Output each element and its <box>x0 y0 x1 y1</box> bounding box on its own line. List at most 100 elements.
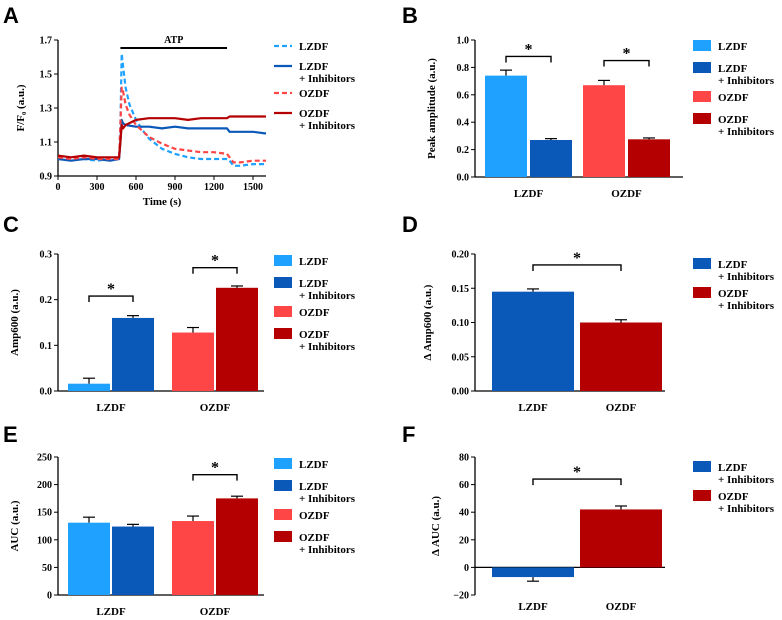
panel-label-b: B <box>402 3 418 28</box>
bar-lzdf-lzdf-inh <box>112 526 154 595</box>
panel-a-chart: 0.9 1.1 1.3 1.5 1.7 0 300 600 900 1200 1500 Time (s… <box>15 35 356 208</box>
y-tick-label: 0.0 <box>40 387 53 398</box>
y-tick-label: 0.3 <box>40 250 53 261</box>
significance-star: * <box>107 281 115 298</box>
series-line-lzdf <box>58 52 266 167</box>
panel-b-chart: 0.0 0.2 0.4 0.6 0.8 1.0 Peak amplitude (a.u.) L… <box>426 36 775 201</box>
legend-label: OZDF <box>718 92 749 104</box>
series-line-ozdf-inh <box>57 115 266 159</box>
significance-star: * <box>623 46 631 63</box>
significance-star: * <box>573 464 581 481</box>
legend-swatch <box>274 509 292 520</box>
legend-label: + Inhibitors <box>718 503 775 515</box>
significance-bracket <box>88 295 134 303</box>
bar-ozdf-ozdf <box>583 85 625 177</box>
x-tick-label: 900 <box>168 182 183 193</box>
x-tick-label: 0 <box>56 182 61 193</box>
x-tick-label: 1200 <box>204 182 224 193</box>
y-tick-label: 0.0 <box>457 173 470 184</box>
significance-bracket <box>192 473 238 481</box>
legend-label: + Inhibitors <box>299 120 356 132</box>
significance-bracket <box>505 55 552 63</box>
y-tick-label: 0.20 <box>452 250 470 261</box>
legend-swatch <box>274 531 292 542</box>
x-tick-label: 300 <box>90 182 105 193</box>
legend-swatch <box>274 480 292 491</box>
significance-star: * <box>211 253 219 270</box>
legend-label: + Inhibitors <box>718 474 775 486</box>
legend-label: LZDF <box>299 278 329 290</box>
legend-label: + Inhibitors <box>299 493 356 505</box>
y-tick-label: 100 <box>37 535 52 546</box>
panel-label-d: D <box>402 212 418 237</box>
y-tick-label: 0.00 <box>452 387 470 398</box>
legend-swatch <box>274 328 292 339</box>
legend-label: OZDF <box>299 329 330 341</box>
panel-label-a: A <box>3 3 19 28</box>
legend-swatch <box>693 113 711 124</box>
y-tick-label: 0 <box>464 563 469 574</box>
category-label: OZDF <box>606 402 637 414</box>
y-axis-title: Δ Amp600 (a.u.) <box>422 284 434 360</box>
panel-label-c: C <box>3 212 19 237</box>
category-label: LZDF <box>518 601 548 613</box>
legend-label: OZDF <box>299 510 330 522</box>
panel-c-chart: 0.0 0.1 0.2 0.3 Amp600 (a.u.) LZDF OZDF * * LZDF L… <box>9 250 356 415</box>
y-tick-label: 0.8 <box>457 63 470 74</box>
legend-label: + Inhibitors <box>299 341 356 353</box>
bar-lzdf-lzdf <box>485 75 527 177</box>
legend-label: OZDF <box>718 288 749 300</box>
y-tick-label: 200 <box>37 480 52 491</box>
bar-lzdf-lzdf-inh <box>492 291 574 391</box>
y-tick-label: 0 <box>47 591 52 602</box>
bar-lzdf-lzdf <box>68 522 110 595</box>
category-label: OZDF <box>606 601 637 613</box>
significance-bracket <box>532 478 622 486</box>
y-tick-label: 1.7 <box>40 36 53 47</box>
legend-label: + Inhibitors <box>718 300 775 312</box>
y-tick-label: 1.3 <box>40 104 53 115</box>
legend-label: OZDF <box>718 491 749 503</box>
legend-label: LZDF <box>299 61 329 73</box>
bar-ozdf-ozdf-inh <box>216 287 258 391</box>
significance-bracket <box>603 59 650 67</box>
y-tick-label: 0.15 <box>452 284 470 295</box>
y-tick-label: 250 <box>37 453 52 464</box>
category-label: OZDF <box>611 188 642 200</box>
bar-ozdf-ozdf-inh <box>580 322 662 391</box>
legend-label: + Inhibitors <box>299 544 356 556</box>
series-line-lzdf-inh <box>57 118 267 162</box>
legend-label: OZDF <box>299 532 330 544</box>
legend-label: LZDF <box>718 63 748 75</box>
legend-label: LZDF <box>299 481 329 493</box>
y-tick-label: 0.2 <box>457 145 470 156</box>
panel-d-chart: 0.00 0.05 0.10 0.15 0.20 Δ Amp600 (a.u.) LZDF O… <box>422 250 775 415</box>
y-tick-label: 0.2 <box>40 295 53 306</box>
y-tick-label: 1.1 <box>40 138 53 149</box>
bar-ozdf-ozdf <box>172 332 214 391</box>
y-tick-label: 0.10 <box>452 318 470 329</box>
legend-swatch <box>693 461 711 472</box>
legend-swatch <box>274 277 292 288</box>
legend-swatch <box>274 255 292 266</box>
y-tick-label: 0.05 <box>452 352 470 363</box>
panel-e-chart: 0 50 100 150 200 250 AUC (a.u.) LZDF OZDF * LZDF LZ… <box>9 453 356 619</box>
y-tick-label: 0.4 <box>457 118 470 129</box>
bar-ozdf-ozdf-inh <box>580 509 662 568</box>
y-tick-label: 1.0 <box>457 36 470 47</box>
y-tick-label: 150 <box>37 508 52 519</box>
legend-label: + Inhibitors <box>299 290 356 302</box>
legend-label: + Inhibitors <box>718 75 775 87</box>
y-axis-title: Δ AUC (a.u.) <box>430 496 442 556</box>
legend-swatch <box>693 40 711 51</box>
bar-ozdf-ozdf-inh <box>628 139 670 177</box>
x-tick-label: 1500 <box>243 182 263 193</box>
significance-star: * <box>525 41 533 58</box>
y-axis-title: Amp600 (a.u.) <box>9 289 21 356</box>
legend-swatch <box>693 287 711 298</box>
series-line-ozdf <box>57 86 266 164</box>
legend-label: LZDF <box>299 459 329 471</box>
legend-label: OZDF <box>299 88 330 100</box>
y-axis-title: Peak amplitude (a.u.) <box>426 58 438 159</box>
